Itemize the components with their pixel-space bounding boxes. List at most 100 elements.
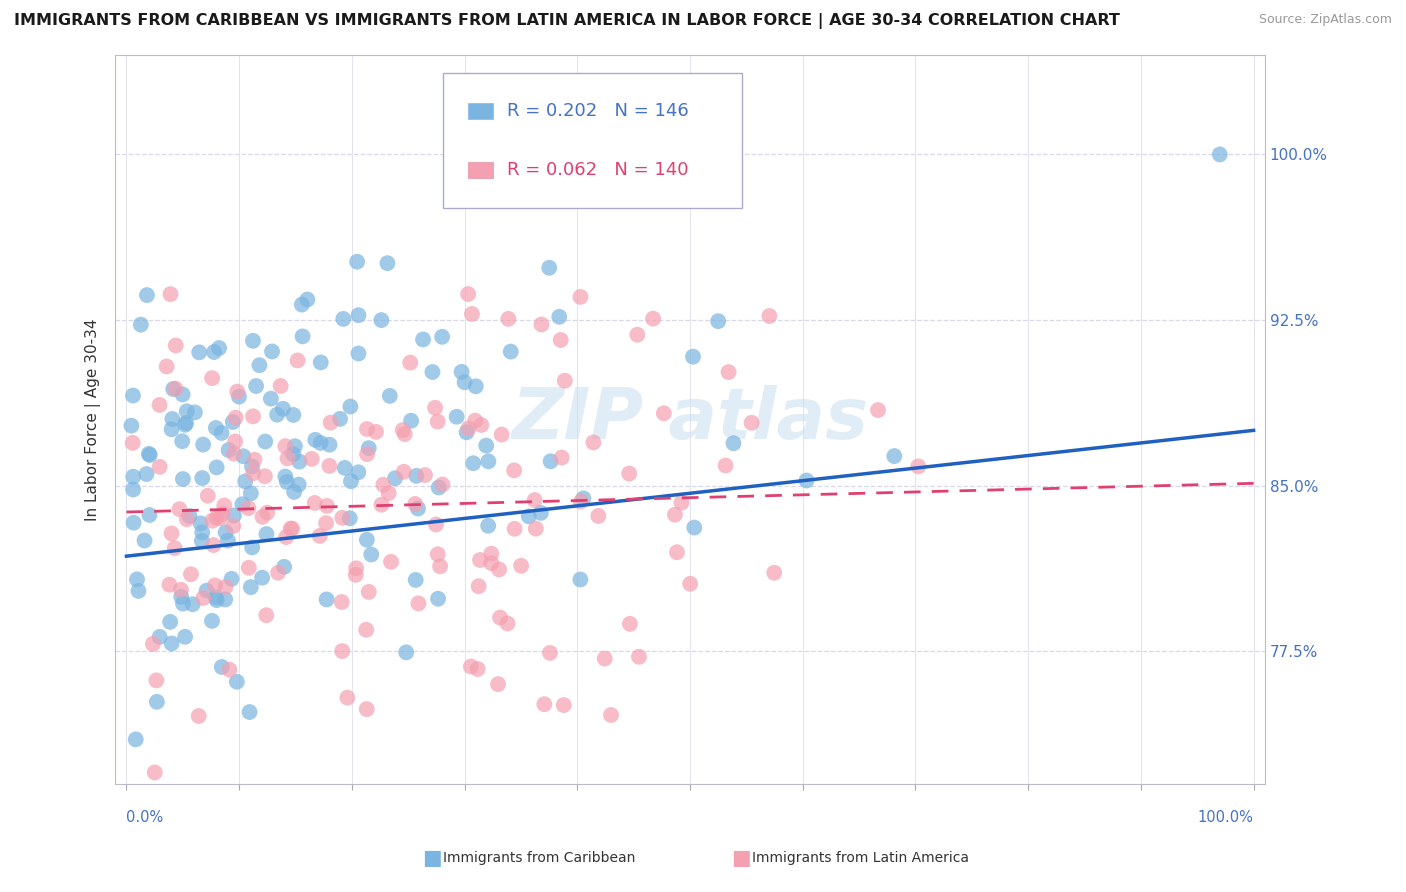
Point — [481, 556, 503, 570]
Point — [134, 533, 156, 548]
Point — [138, 508, 160, 522]
Point — [883, 449, 905, 463]
Point — [503, 463, 526, 477]
Point — [707, 314, 730, 328]
Point — [276, 530, 298, 544]
Point — [159, 287, 181, 301]
Point — [218, 663, 240, 677]
Point — [569, 494, 592, 508]
Point — [214, 499, 236, 513]
Point — [405, 573, 427, 587]
Text: ■: ■ — [731, 848, 751, 868]
Point — [406, 501, 429, 516]
Point — [149, 398, 172, 412]
Point — [315, 592, 337, 607]
Point — [356, 623, 378, 637]
Point — [162, 412, 184, 426]
Point — [378, 389, 401, 403]
Point — [156, 359, 179, 374]
Point — [184, 405, 207, 419]
Point — [683, 520, 706, 534]
Point — [456, 425, 478, 440]
Point — [553, 698, 575, 712]
Point — [160, 422, 183, 436]
Point — [169, 502, 191, 516]
Point — [460, 659, 482, 673]
Point — [176, 404, 198, 418]
Point — [125, 573, 148, 587]
Point — [211, 507, 233, 521]
Point — [446, 409, 468, 424]
Point — [174, 630, 197, 644]
Point — [453, 183, 475, 197]
Point — [254, 434, 277, 449]
Point — [281, 522, 304, 536]
Point — [271, 401, 294, 416]
Point — [336, 690, 359, 705]
Point — [413, 468, 436, 483]
Point — [538, 646, 561, 660]
Text: ZIP atlas: ZIP atlas — [512, 384, 869, 454]
Point — [477, 518, 499, 533]
Point — [283, 484, 305, 499]
Point — [405, 468, 427, 483]
Point — [548, 310, 571, 324]
Point — [907, 459, 929, 474]
Point — [239, 486, 262, 500]
Point — [191, 437, 214, 451]
Point — [228, 390, 250, 404]
Point — [283, 408, 305, 422]
Point — [149, 630, 172, 644]
Point — [256, 527, 278, 541]
Point — [538, 260, 561, 275]
Point — [138, 448, 160, 462]
Point — [142, 637, 165, 651]
Point — [399, 414, 422, 428]
Point — [479, 547, 502, 561]
Point — [763, 566, 786, 580]
Point — [222, 508, 245, 523]
Point — [318, 438, 340, 452]
Point — [157, 577, 180, 591]
Point — [205, 511, 228, 525]
Point — [488, 562, 510, 576]
Point — [284, 439, 307, 453]
Point — [340, 474, 363, 488]
Point — [475, 439, 498, 453]
Point — [524, 522, 547, 536]
Point — [425, 517, 447, 532]
Point — [201, 371, 224, 385]
Point — [467, 579, 489, 593]
Point — [470, 417, 492, 432]
Point — [211, 660, 233, 674]
Point — [1209, 147, 1232, 161]
Point — [172, 472, 194, 486]
Point — [364, 425, 387, 439]
Point — [467, 662, 489, 676]
Point — [180, 567, 202, 582]
Point — [344, 567, 367, 582]
Point — [174, 417, 197, 432]
Point — [291, 329, 314, 343]
Point — [170, 590, 193, 604]
Point — [498, 311, 520, 326]
Point — [281, 447, 304, 461]
Point — [533, 697, 555, 711]
Point — [569, 573, 592, 587]
Point — [404, 497, 426, 511]
Point — [187, 709, 209, 723]
Point — [450, 365, 472, 379]
Point — [517, 509, 540, 524]
Point — [796, 474, 818, 488]
Point — [159, 615, 181, 629]
Point — [240, 541, 263, 555]
Point — [205, 460, 228, 475]
Text: R = 0.062   N = 140: R = 0.062 N = 140 — [508, 161, 689, 179]
Point — [226, 384, 249, 399]
Point — [274, 469, 297, 483]
Point — [357, 585, 380, 599]
Point — [329, 412, 352, 426]
Point — [304, 433, 326, 447]
Point — [238, 705, 260, 719]
Point — [121, 435, 143, 450]
